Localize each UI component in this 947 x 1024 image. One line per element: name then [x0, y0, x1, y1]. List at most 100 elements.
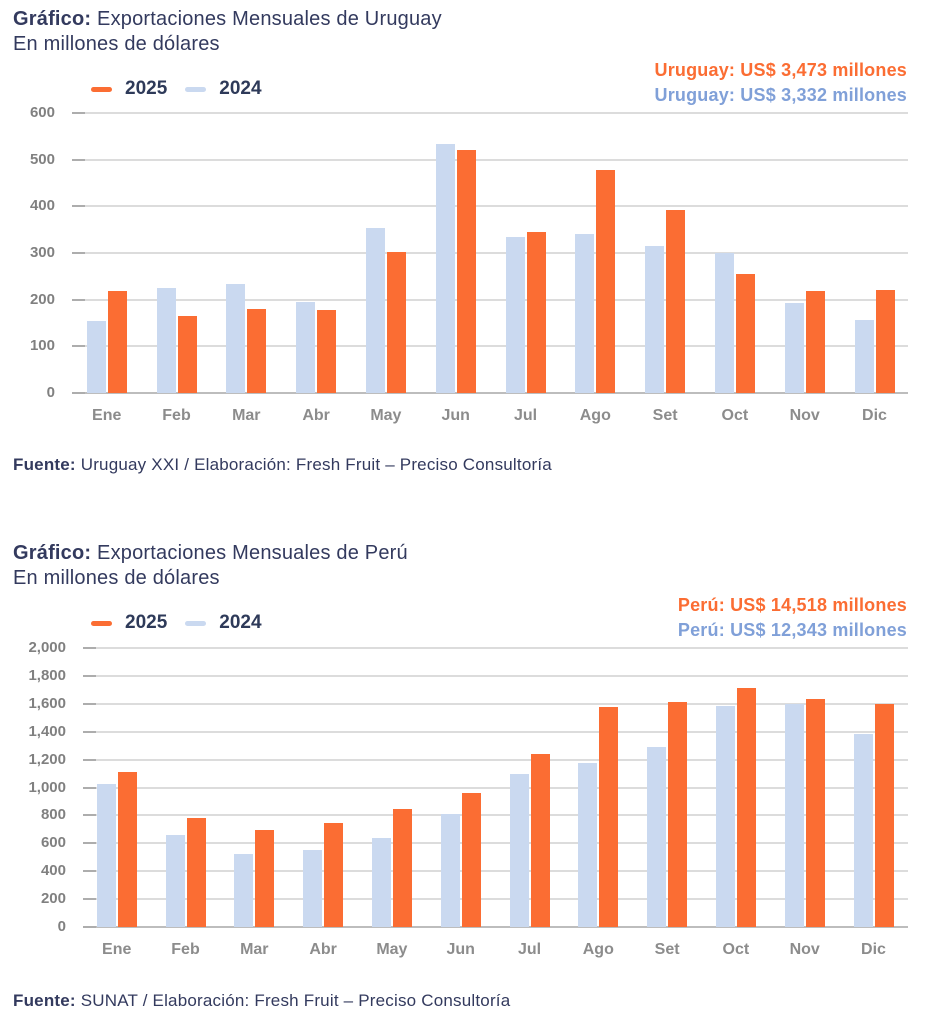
- y-tick-label-400: 400: [40, 862, 66, 880]
- y-tick-1800: [83, 674, 96, 677]
- x-tick-label-Jun: Jun: [441, 407, 470, 424]
- gridline-800: [83, 814, 908, 817]
- y-tick-2000: [83, 647, 96, 649]
- x-tick-label-May: May: [370, 407, 402, 424]
- bar-2025-May: [392, 808, 412, 927]
- bar-2025-Jun: [461, 792, 481, 927]
- x-tick-label-Jun: Jun: [446, 941, 475, 958]
- legend-peru: 2025 2024: [91, 612, 280, 634]
- x-tick-label-Dic: Dic: [861, 941, 886, 958]
- bar-2025-Abr: [317, 309, 337, 393]
- bar-2025-Jul: [530, 754, 550, 927]
- gridline-100: [72, 345, 908, 348]
- bar-2025-Feb: [186, 818, 206, 927]
- chart-subtitle-peru: En millones de dólares: [13, 567, 220, 589]
- x-tick-label-Oct: Oct: [722, 941, 750, 958]
- y-tick-100: [72, 345, 85, 348]
- gridline-200: [72, 298, 908, 301]
- y-tick-1000: [83, 786, 96, 789]
- chart-title-text: Exportaciones Mensuales de Perú: [91, 542, 408, 564]
- y-tick-1600: [83, 702, 96, 705]
- bar-2025-Oct: [736, 687, 756, 927]
- bar-2024-Ago: [578, 762, 598, 927]
- y-tick-0: [72, 392, 85, 394]
- y-tick-600: [83, 842, 96, 845]
- y-tick-label-1400: 1,400: [28, 722, 66, 740]
- y-tick-label-600: 600: [29, 104, 55, 121]
- bar-2025-Set: [668, 702, 688, 927]
- bar-2024-Ene: [86, 321, 106, 393]
- y-tick-label-200: 200: [40, 890, 66, 908]
- x-tick-label-Ago: Ago: [579, 407, 611, 424]
- annotation-totals-uruguay: Uruguay: US$ 3,473 millones Uruguay: US$…: [655, 58, 908, 108]
- bar-2024-Dic: [853, 734, 873, 927]
- bar-2025-Jul: [526, 232, 546, 393]
- x-tick-label-Abr: Abr: [309, 941, 337, 958]
- bar-2024-Ene: [96, 784, 116, 927]
- source-text: SUNAT / Elaboración: Fresh Fruit – Preci…: [75, 991, 511, 1010]
- bar-2025-Jun: [456, 150, 476, 393]
- annotation-total-2025: Uruguay: US$ 3,473 millones: [654, 60, 907, 80]
- y-tick-400: [72, 205, 85, 208]
- annotation-totals-peru: Perú: US$ 14,518 millones Perú: US$ 12,3…: [678, 593, 907, 643]
- bar-2024-Jul: [509, 773, 529, 927]
- y-tick-label-800: 800: [40, 806, 66, 824]
- source-uruguay: Fuente: Uruguay XXI / Elaboración: Fresh…: [13, 454, 552, 476]
- y-tick-1200: [83, 758, 96, 761]
- legend-swatch-2025: [91, 620, 112, 626]
- source-text: Uruguay XXI / Elaboración: Fresh Fruit –…: [75, 455, 552, 474]
- x-tick-label-Ene: Ene: [92, 407, 122, 424]
- y-tick-500: [72, 158, 85, 161]
- x-tick-label-Abr: Abr: [302, 407, 330, 424]
- annotation-total-2024: Perú: US$ 12,343 millones: [677, 620, 907, 640]
- bar-2024-Mar: [226, 283, 246, 393]
- chart-title-label: Gráfico:: [13, 8, 92, 30]
- y-tick-1400: [83, 730, 96, 733]
- x-tick-label-Feb: Feb: [162, 407, 191, 424]
- x-tick-label-Ene: Ene: [102, 941, 132, 958]
- y-tick-label-1000: 1,000: [28, 778, 66, 796]
- bar-2025-Nov: [805, 698, 825, 927]
- source-label: Fuente:: [13, 991, 76, 1010]
- y-tick-label-0: 0: [57, 918, 66, 935]
- legend-swatch-2024: [185, 86, 207, 92]
- legend-label-2024: 2024: [219, 612, 262, 633]
- bar-2024-Abr: [303, 849, 323, 927]
- gridline-1200: [83, 758, 908, 761]
- bar-2025-Mar: [255, 830, 275, 927]
- gridline-1600: [83, 702, 908, 705]
- x-tick-label-Set: Set: [654, 941, 680, 958]
- legend-item-2024: 2024: [185, 78, 262, 100]
- gridline-300: [72, 252, 908, 254]
- gridline-0: [72, 392, 908, 394]
- bar-2024-Nov: [784, 302, 804, 393]
- x-tick-label-Mar: Mar: [232, 407, 261, 424]
- x-tick-label-Set: Set: [652, 407, 678, 424]
- y-tick-300: [72, 252, 85, 254]
- bar-2025-Dic: [874, 704, 894, 927]
- y-tick-label-1800: 1,800: [28, 666, 66, 684]
- gridline-200: [83, 898, 908, 901]
- bar-2024-Jul: [505, 237, 525, 393]
- gridline-500: [72, 158, 908, 161]
- bar-2025-Ago: [596, 169, 616, 393]
- x-tick-label-Dic: Dic: [862, 407, 887, 424]
- y-tick-0: [83, 926, 96, 928]
- chart-title-text: Exportaciones Mensuales de Uruguay: [91, 8, 442, 30]
- y-tick-400: [83, 870, 96, 873]
- bar-2024-Set: [647, 746, 667, 927]
- chart-subtitle-uruguay: En millones de dólares: [13, 33, 220, 55]
- y-tick-label-1600: 1,600: [28, 694, 66, 712]
- x-tick-label-May: May: [376, 941, 408, 958]
- y-tick-label-2000: 2,000: [28, 639, 66, 656]
- bar-2024-Ago: [575, 234, 595, 393]
- bar-2025-Dic: [875, 289, 895, 393]
- chart-title-label: Gráfico:: [13, 542, 92, 564]
- bar-2024-Oct: [715, 706, 735, 927]
- y-tick-label-1200: 1,200: [28, 750, 66, 768]
- legend-swatch-2025: [91, 86, 112, 92]
- gridline-400: [83, 870, 908, 873]
- bar-2024-Set: [645, 246, 665, 393]
- x-tick-label-Nov: Nov: [789, 407, 820, 424]
